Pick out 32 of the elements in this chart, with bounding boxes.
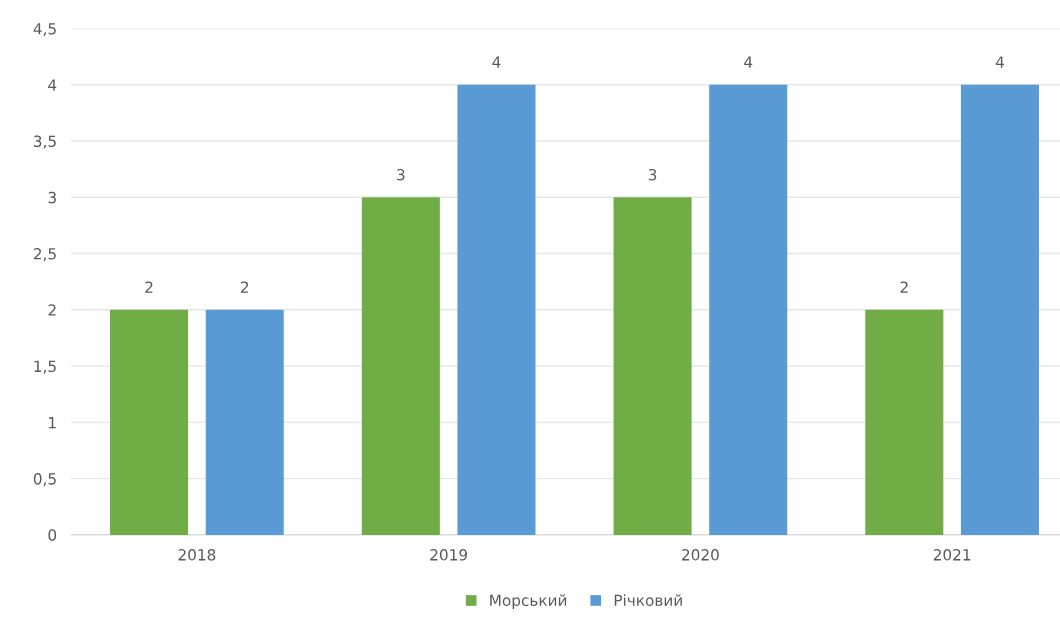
data-label: 2 (900, 281, 908, 293)
x-tick-label: 2019 (430, 549, 468, 561)
x-tick-label: 2020 (682, 549, 719, 561)
bar (457, 84, 536, 535)
y-tick-label: 2,5 (33, 248, 56, 262)
bar (110, 309, 189, 535)
data-label: 3 (648, 168, 657, 181)
bar (613, 197, 692, 535)
bar (361, 197, 440, 535)
bar (865, 309, 944, 535)
data-label: 2 (240, 281, 249, 293)
y-tick-label: 3 (48, 191, 56, 204)
y-tick-label: 4,5 (33, 23, 56, 37)
bar (205, 309, 284, 535)
y-tick-label: 2 (48, 304, 56, 316)
data-label: 4 (492, 56, 501, 68)
data-label: 4 (744, 56, 753, 68)
data-label: 4 (995, 56, 1004, 68)
bar (960, 84, 1039, 535)
data-label: 2 (145, 281, 153, 293)
y-tick-label: 4 (48, 79, 57, 91)
bar (709, 84, 788, 535)
y-tick-label: 0,5 (33, 473, 56, 487)
y-tick-label: 1,5 (34, 360, 56, 374)
legend-label: Морський (490, 594, 567, 609)
y-tick-label: 3,5 (34, 135, 56, 149)
x-tick-label: 2021 (933, 549, 971, 561)
x-tick-label: 2018 (178, 549, 216, 561)
y-tick-label: 1 (49, 417, 56, 429)
data-label: 3 (397, 168, 405, 181)
y-tick-label: 0 (48, 529, 57, 541)
legend-label: Річковий (614, 594, 682, 607)
